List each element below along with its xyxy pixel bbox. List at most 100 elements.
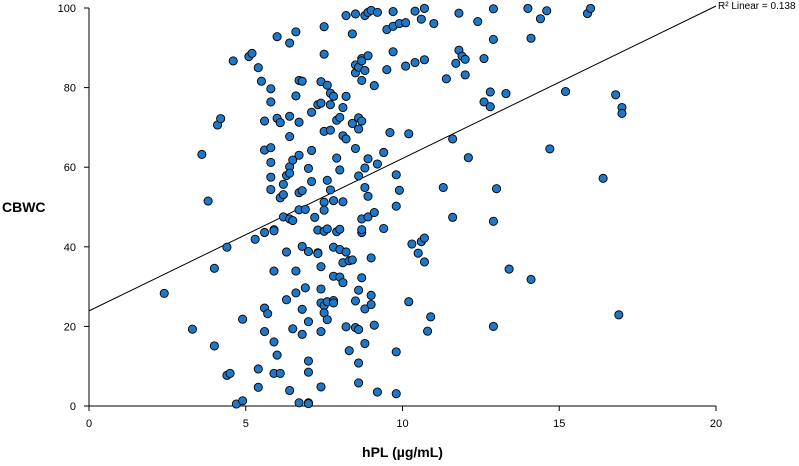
axes: 0 5 10 15 20 0 20 40 60 80 100 — [58, 3, 722, 430]
data-point — [372, 387, 382, 397]
data-point — [357, 75, 367, 85]
data-point — [266, 172, 276, 182]
x-tick-label: 20 — [710, 418, 722, 430]
data-point — [354, 171, 364, 181]
data-point — [504, 264, 514, 274]
data-point — [454, 8, 464, 18]
data-point — [448, 212, 458, 222]
data-point — [291, 91, 301, 101]
data-point — [354, 124, 364, 134]
data-point — [611, 90, 621, 100]
data-point — [272, 350, 282, 360]
data-point — [485, 87, 495, 97]
data-point — [501, 89, 511, 99]
data-point — [338, 102, 348, 113]
data-point — [300, 204, 310, 214]
data-point — [460, 54, 470, 64]
data-point — [451, 58, 461, 68]
data-point — [322, 80, 332, 90]
data-point — [288, 155, 298, 165]
data-point — [488, 216, 498, 226]
data-point — [391, 347, 401, 357]
data-point — [285, 111, 295, 121]
data-point — [272, 32, 282, 42]
data-point — [297, 186, 307, 196]
data-point — [463, 153, 473, 163]
data-point — [313, 249, 323, 259]
data-point — [338, 278, 348, 288]
data-point — [316, 284, 326, 294]
data-point — [360, 163, 370, 173]
data-point — [404, 129, 414, 139]
data-point — [598, 173, 608, 183]
data-point — [253, 364, 263, 374]
data-point — [479, 97, 489, 107]
data-point — [266, 143, 276, 153]
data-point — [332, 153, 342, 163]
y-tick-label: 80 — [64, 83, 76, 95]
data-point — [285, 38, 295, 48]
data-point — [401, 61, 411, 71]
data-point — [354, 325, 364, 335]
data-point — [488, 4, 498, 14]
data-point — [260, 116, 270, 126]
data-point — [363, 191, 373, 201]
data-point — [303, 163, 314, 173]
data-point — [347, 118, 357, 128]
data-point — [275, 118, 285, 128]
data-point — [460, 70, 470, 80]
data-point — [291, 288, 301, 298]
data-point — [350, 143, 361, 154]
x-tick-label: 5 — [243, 418, 249, 430]
data-point — [419, 55, 429, 65]
data-point — [526, 274, 536, 284]
data-point — [369, 81, 379, 91]
data-point — [388, 7, 398, 17]
data-point — [542, 6, 552, 16]
data-point — [187, 324, 198, 334]
data-point — [363, 51, 373, 61]
data-point — [614, 310, 624, 320]
x-tick-label: 10 — [396, 418, 408, 430]
data-point — [416, 14, 426, 24]
data-point — [360, 338, 370, 349]
data-point — [303, 356, 314, 366]
data-point — [263, 309, 273, 319]
data-point — [322, 224, 332, 234]
data-point — [307, 107, 317, 117]
data-point — [266, 184, 276, 195]
data-point — [297, 304, 307, 314]
data-point — [357, 225, 367, 235]
data-point — [335, 165, 345, 175]
x-tick-label: 15 — [553, 418, 565, 430]
data-point — [419, 3, 429, 13]
data-point — [360, 304, 370, 314]
data-point — [266, 157, 276, 167]
data-point — [344, 346, 354, 356]
data-point — [294, 398, 304, 408]
data-point — [294, 117, 304, 127]
data-point — [303, 247, 314, 257]
data-point — [485, 102, 495, 112]
data-point — [294, 150, 304, 160]
fit-label: R² Linear = 0.138 — [718, 1, 796, 12]
data-point — [379, 147, 389, 158]
data-point — [288, 324, 298, 334]
data-point — [354, 285, 364, 295]
data-point — [438, 182, 448, 193]
data-point — [316, 382, 326, 392]
data-point — [319, 197, 329, 207]
data-point — [369, 320, 379, 330]
data-point — [322, 315, 332, 325]
data-point — [247, 48, 257, 58]
x-axis-title: hPL (µg/mL) — [362, 444, 443, 460]
data-point — [310, 212, 320, 222]
data-point — [586, 3, 596, 13]
data-point — [354, 358, 364, 368]
data-point — [303, 317, 314, 327]
data-point — [347, 29, 357, 39]
data-points — [159, 3, 627, 409]
data-point — [419, 233, 429, 243]
